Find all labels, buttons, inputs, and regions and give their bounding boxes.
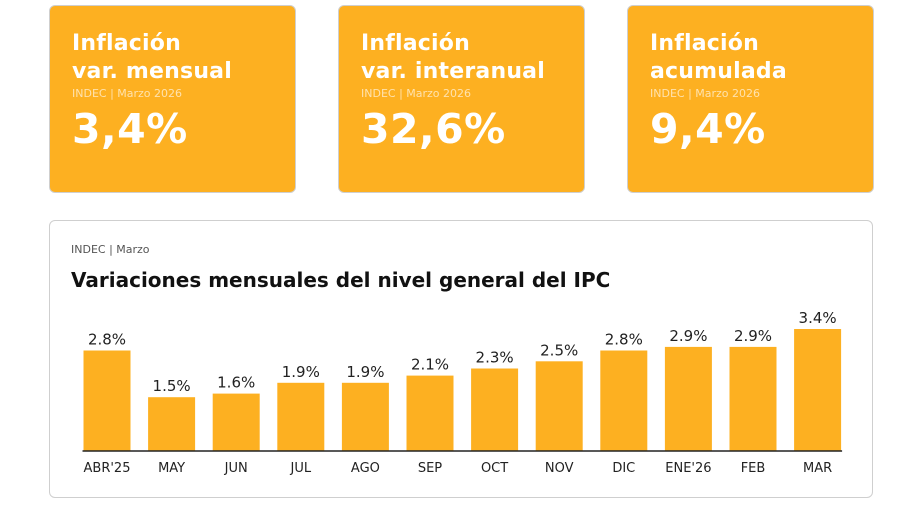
chart-title: Variaciones mensuales del nivel general … xyxy=(71,268,611,292)
bar-abr25 xyxy=(83,350,131,451)
x-tick-label: JUN xyxy=(224,461,248,476)
bar-feb xyxy=(729,346,777,451)
kpi-title-line2: acumulada xyxy=(650,59,787,84)
x-tick-label: DIC xyxy=(612,461,635,476)
kpi-card-accumulated: Inflación acumulada INDEC | Marzo 2026 9… xyxy=(627,5,874,193)
bar-ene26 xyxy=(664,346,712,451)
x-tick-label: MAR xyxy=(803,461,832,476)
x-tick-label: MAY xyxy=(158,461,185,476)
bar-sep xyxy=(406,375,454,451)
bar-value-label: 1.9% xyxy=(282,363,320,381)
kpi-title: Inflación var. interanual xyxy=(361,30,584,86)
x-tick-label: NOV xyxy=(545,461,574,476)
bar-nov xyxy=(535,361,583,451)
kpi-title-line1: Inflación xyxy=(72,31,181,56)
kpi-title-line1: Inflación xyxy=(650,31,759,56)
bar-value-label: 1.9% xyxy=(346,363,384,381)
bar-dic xyxy=(600,350,648,451)
x-tick-label: SEP xyxy=(418,461,442,476)
chart-source: INDEC | Marzo xyxy=(71,243,150,256)
bar-value-label: 2.9% xyxy=(734,327,772,345)
bar-value-label: 2.8% xyxy=(605,331,643,349)
kpi-title-line2: var. mensual xyxy=(72,59,232,84)
bar-may xyxy=(148,397,196,451)
kpi-title: Inflación var. mensual xyxy=(72,30,295,86)
kpi-value: 32,6% xyxy=(361,105,506,153)
bar-jun xyxy=(212,393,260,451)
kpi-title-line2: var. interanual xyxy=(361,59,545,84)
kpi-value: 3,4% xyxy=(72,105,188,153)
bar-value-label: 3.4% xyxy=(799,309,837,327)
x-tick-label: OCT xyxy=(481,461,508,476)
x-tick-label: JUL xyxy=(290,461,312,476)
bar-value-label: 2.5% xyxy=(540,341,578,359)
kpi-source: INDEC | Marzo 2026 xyxy=(650,87,761,100)
bar-chart: 2.8% ABR'25 1.5% MAY 1.6% JUN 1.9% JUL 1.9% AGO 2.… xyxy=(82,309,843,476)
bar-jul xyxy=(277,382,325,451)
bar-oct xyxy=(471,368,519,451)
chart-card: INDEC | Marzo Variaciones mensuales del … xyxy=(49,220,873,498)
x-tick-label: ABR'25 xyxy=(84,461,131,476)
x-tick-label: FEB xyxy=(741,461,766,476)
kpi-card-yearly: Inflación var. interanual INDEC | Marzo … xyxy=(338,5,585,193)
x-tick-label: AGO xyxy=(351,461,380,476)
bar-ago xyxy=(341,382,389,451)
kpi-card-monthly: Inflación var. mensual INDEC | Marzo 202… xyxy=(49,5,296,193)
bar-mar xyxy=(794,329,842,451)
bar-value-label: 2.9% xyxy=(669,327,707,345)
kpi-source: INDEC | Marzo 2026 xyxy=(72,87,183,100)
x-tick-label: ENE'26 xyxy=(665,461,711,476)
kpi-title-line1: Inflación xyxy=(361,31,470,56)
kpi-source: INDEC | Marzo 2026 xyxy=(361,87,472,100)
bar-value-label: 2.1% xyxy=(411,356,449,374)
kpi-row: Inflación var. mensual INDEC | Marzo 202… xyxy=(0,5,900,193)
kpi-title: Inflación acumulada xyxy=(650,30,873,86)
bar-value-label: 2.8% xyxy=(88,331,126,349)
bar-value-label: 2.3% xyxy=(476,349,514,367)
kpi-value: 9,4% xyxy=(650,105,766,153)
bar-value-label: 1.6% xyxy=(217,374,255,392)
bar-value-label: 1.5% xyxy=(153,377,191,395)
